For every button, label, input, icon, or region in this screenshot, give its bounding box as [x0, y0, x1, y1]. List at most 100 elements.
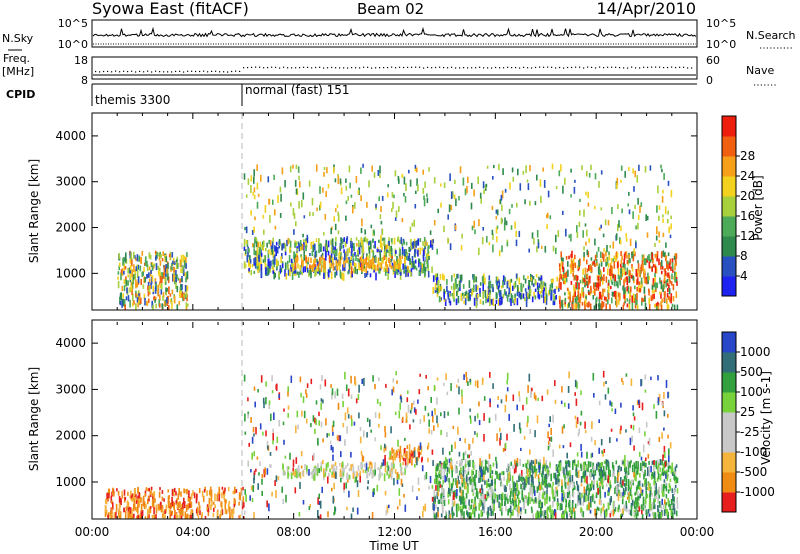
data-cell: [561, 386, 563, 393]
data-cell: [154, 299, 156, 303]
data-cell: [131, 288, 133, 296]
data-cell: [484, 277, 486, 285]
data-cell: [314, 269, 316, 277]
data-cell: [422, 169, 424, 175]
data-cell: [315, 164, 318, 172]
data-cell: [393, 261, 396, 267]
data-cell: [668, 277, 671, 283]
data-cell: [406, 445, 409, 450]
colorbar-swatch: [722, 116, 736, 137]
data-cell: [564, 275, 566, 281]
data-cell: [663, 392, 665, 399]
data-cell: [330, 271, 333, 280]
data-cell: [563, 473, 565, 478]
data-cell: [302, 470, 304, 476]
data-cell: [545, 299, 548, 305]
data-cell: [528, 469, 531, 478]
data-cell: [472, 488, 475, 494]
data-cell: [458, 480, 460, 485]
data-cell: [654, 304, 656, 308]
data-cell: [332, 471, 335, 478]
data-cell: [204, 516, 207, 519]
data-cell: [662, 250, 665, 257]
data-cell: [167, 500, 170, 509]
data-cell: [675, 258, 677, 266]
data-cell: [582, 230, 584, 238]
data-cell: [629, 490, 632, 497]
data-cell: [461, 509, 463, 516]
data-cell: [383, 266, 386, 272]
data-cell: [599, 291, 602, 299]
data-cell: [347, 271, 349, 275]
data-cell: [371, 511, 374, 519]
data-cell: [648, 469, 651, 477]
data-cell: [661, 298, 663, 303]
data-cell: [197, 515, 200, 519]
data-cell: [423, 263, 425, 272]
data-cell: [266, 441, 269, 449]
data-cell: [167, 489, 169, 493]
data-cell: [672, 503, 675, 511]
data-cell: [538, 511, 541, 519]
data-cell: [539, 179, 542, 187]
data-cell: [479, 458, 481, 466]
data-cell: [488, 453, 491, 459]
data-cell: [355, 254, 357, 261]
beam-title: Beam 02: [357, 0, 424, 18]
data-cell: [660, 292, 662, 299]
data-cell: [446, 432, 448, 438]
data-cell: [315, 466, 317, 470]
data-cell: [130, 495, 133, 499]
data-cell: [337, 402, 340, 410]
data-cell: [537, 287, 540, 292]
data-cell: [479, 299, 482, 305]
data-cell: [508, 287, 511, 295]
data-cell: [162, 295, 164, 301]
data-cell: [481, 459, 484, 464]
data-cell: [591, 473, 594, 477]
data-cell: [397, 258, 400, 267]
data-cell: [557, 230, 560, 238]
data-cell: [332, 454, 334, 461]
data-cell: [304, 463, 306, 470]
data-cell: [293, 212, 296, 220]
data-cell: [172, 274, 175, 282]
data-cell: [144, 259, 147, 266]
data-cell: [676, 497, 678, 504]
data-cell: [489, 399, 491, 408]
velocity-heatmap: [104, 370, 679, 519]
data-cell: [651, 492, 654, 497]
data-cell: [251, 264, 254, 268]
data-cell: [257, 193, 260, 197]
data-cell: [401, 218, 404, 223]
data-cell: [560, 503, 563, 509]
data-cell: [611, 408, 613, 412]
data-cell: [379, 253, 382, 261]
data-cell: [639, 205, 641, 213]
data-cell: [667, 513, 669, 519]
data-cell: [361, 218, 363, 227]
data-cell: [341, 461, 344, 468]
data-cell: [533, 465, 536, 473]
data-cell: [266, 271, 268, 277]
data-cell: [273, 255, 276, 264]
data-cell: [552, 449, 554, 457]
data-cell: [625, 233, 627, 238]
data-cell: [628, 495, 630, 504]
data-cell: [504, 217, 506, 225]
freq-dot: [679, 66, 681, 68]
data-cell: [641, 490, 644, 496]
data-cell: [322, 438, 324, 443]
data-cell: [508, 413, 510, 421]
freq-dot: [303, 66, 305, 68]
data-cell: [180, 262, 183, 268]
freq-dot: [231, 70, 233, 73]
data-cell: [233, 497, 236, 504]
data-cell: [259, 241, 261, 250]
data-cell: [333, 254, 336, 261]
data-cell: [440, 412, 442, 417]
data-cell: [388, 504, 390, 509]
data-cell: [171, 488, 174, 496]
data-cell: [630, 286, 632, 293]
data-cell: [320, 264, 323, 273]
